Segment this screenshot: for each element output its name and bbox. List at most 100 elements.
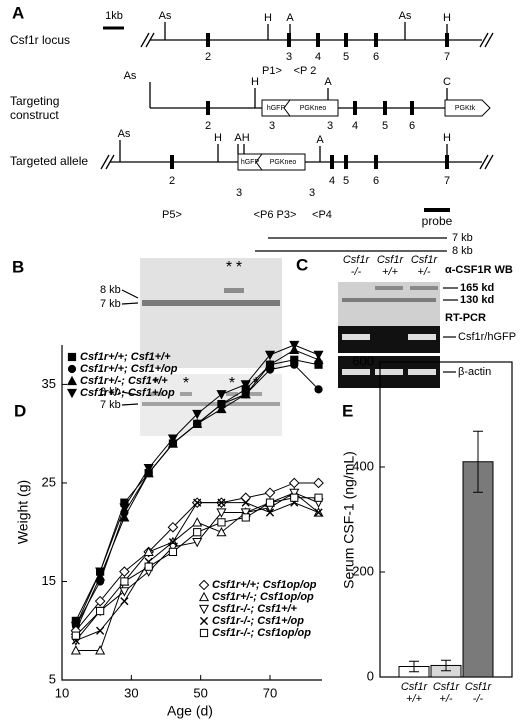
asterisk: * bbox=[236, 259, 242, 276]
x-tick-label: 50 bbox=[193, 685, 207, 700]
y-tick-label: 400 bbox=[352, 458, 374, 473]
y-tick-label: 25 bbox=[42, 474, 56, 489]
point bbox=[240, 389, 251, 399]
bar bbox=[462, 461, 494, 678]
scale-label: 1kb bbox=[105, 10, 123, 22]
exon-label: 2 bbox=[205, 51, 211, 63]
rtpcr-title: RT-PCR bbox=[445, 312, 486, 324]
y-tick-label: 5 bbox=[49, 671, 56, 686]
y-tick-label: 200 bbox=[352, 563, 374, 578]
point bbox=[119, 587, 130, 597]
point bbox=[264, 350, 276, 361]
fragment-label: 7 kb bbox=[452, 232, 473, 244]
exon-label: 5 bbox=[343, 51, 349, 63]
marker-arrows bbox=[121, 289, 139, 406]
site: A bbox=[316, 134, 324, 146]
legend-label: Csf1r+/-; Csf1+/op bbox=[80, 387, 175, 399]
legend-label: Csf1r-/-; Csf1op/op bbox=[212, 627, 311, 639]
point bbox=[193, 528, 202, 537]
y-axis-label: Serum CSF-1 (ng/mL) bbox=[341, 451, 357, 589]
site: C bbox=[443, 76, 451, 88]
map-lines bbox=[100, 22, 494, 252]
legend-label: Csf1r+/-; Csf1op/op bbox=[212, 591, 314, 603]
point bbox=[314, 493, 323, 502]
exon-label: 5 bbox=[382, 120, 388, 132]
site: A bbox=[324, 76, 332, 88]
point bbox=[119, 503, 130, 513]
asterisk: * bbox=[153, 375, 159, 392]
x-tick-label: 10 bbox=[55, 685, 69, 700]
point bbox=[265, 498, 275, 507]
lane-label: Csf1r +/+ bbox=[376, 254, 404, 278]
box-label: hGFP bbox=[267, 105, 286, 112]
primer: P1> bbox=[262, 65, 282, 77]
legend-marker bbox=[199, 616, 209, 626]
x-axis-label: Age (d) bbox=[167, 703, 213, 719]
probe-label: probe bbox=[422, 214, 453, 228]
band-label: 165 kd bbox=[460, 282, 494, 294]
point bbox=[289, 488, 300, 499]
legend-label: Csf1r+/+; Csf1op/op bbox=[212, 579, 317, 591]
legend-marker bbox=[198, 591, 210, 602]
point bbox=[217, 498, 226, 507]
exon-label: 6 bbox=[373, 175, 379, 187]
point bbox=[216, 508, 227, 518]
point bbox=[314, 385, 323, 394]
site: H bbox=[443, 12, 451, 24]
point bbox=[96, 626, 105, 635]
legend-label: Csf1r+/+; Csf1+/+ bbox=[80, 351, 171, 363]
y-axis-label: Weight (g) bbox=[15, 480, 31, 544]
point bbox=[241, 513, 250, 522]
exon-label: 5 bbox=[343, 175, 349, 187]
point bbox=[168, 547, 178, 557]
rtpcr-bands bbox=[342, 334, 436, 340]
exon-label: 3 bbox=[286, 51, 292, 63]
exon-label: 3 bbox=[236, 187, 242, 199]
point bbox=[70, 645, 81, 655]
point bbox=[143, 464, 154, 474]
western-bands bbox=[342, 286, 438, 302]
x-tick-label: Csf1r +/+ bbox=[400, 681, 428, 705]
marker-label: 8 kb bbox=[100, 284, 121, 296]
exon-label: 6 bbox=[373, 51, 379, 63]
point bbox=[95, 567, 106, 577]
site: As bbox=[159, 10, 172, 22]
exon-label: 3 bbox=[269, 120, 275, 132]
fragment-label: 8 kb bbox=[452, 245, 473, 257]
legend-label: Csf1r-/-; Csf1+/+ bbox=[212, 603, 298, 615]
site: A bbox=[286, 12, 294, 24]
exon-label: 3 bbox=[309, 187, 315, 199]
point bbox=[96, 606, 105, 616]
panel-letter: D bbox=[14, 401, 26, 420]
exon-label: 2 bbox=[205, 120, 211, 132]
point bbox=[95, 645, 106, 655]
site: H bbox=[251, 76, 259, 88]
exon-label: 7 bbox=[444, 175, 450, 187]
legend-label: Csf1r+/+; Csf1+/op bbox=[80, 363, 178, 375]
point bbox=[94, 595, 106, 607]
asterisk: * bbox=[183, 375, 189, 392]
y-tick-label: 35 bbox=[42, 376, 56, 391]
point bbox=[167, 521, 179, 533]
legend-marker bbox=[66, 375, 78, 386]
point bbox=[216, 390, 227, 400]
point bbox=[120, 597, 129, 606]
point bbox=[71, 631, 80, 640]
panel-letter: A bbox=[12, 3, 24, 22]
western-title: α-CSF1R WB bbox=[445, 264, 513, 276]
point bbox=[167, 434, 178, 444]
row-label: Csf1r locus bbox=[10, 33, 71, 47]
primer: P5> bbox=[162, 209, 182, 221]
band-arrows bbox=[443, 287, 458, 373]
point bbox=[313, 350, 324, 361]
lane-label: Csf1r -/- bbox=[342, 254, 370, 278]
point bbox=[240, 508, 251, 518]
point bbox=[167, 542, 178, 553]
exon-label: 7 bbox=[444, 51, 450, 63]
legend-label: Csf1r+/-; Csf1+/+ bbox=[80, 375, 168, 387]
point bbox=[193, 498, 202, 507]
point bbox=[120, 577, 129, 586]
point bbox=[313, 477, 324, 489]
marker-label: 7 kb bbox=[100, 399, 121, 411]
box-label: PGKtk bbox=[455, 105, 476, 112]
